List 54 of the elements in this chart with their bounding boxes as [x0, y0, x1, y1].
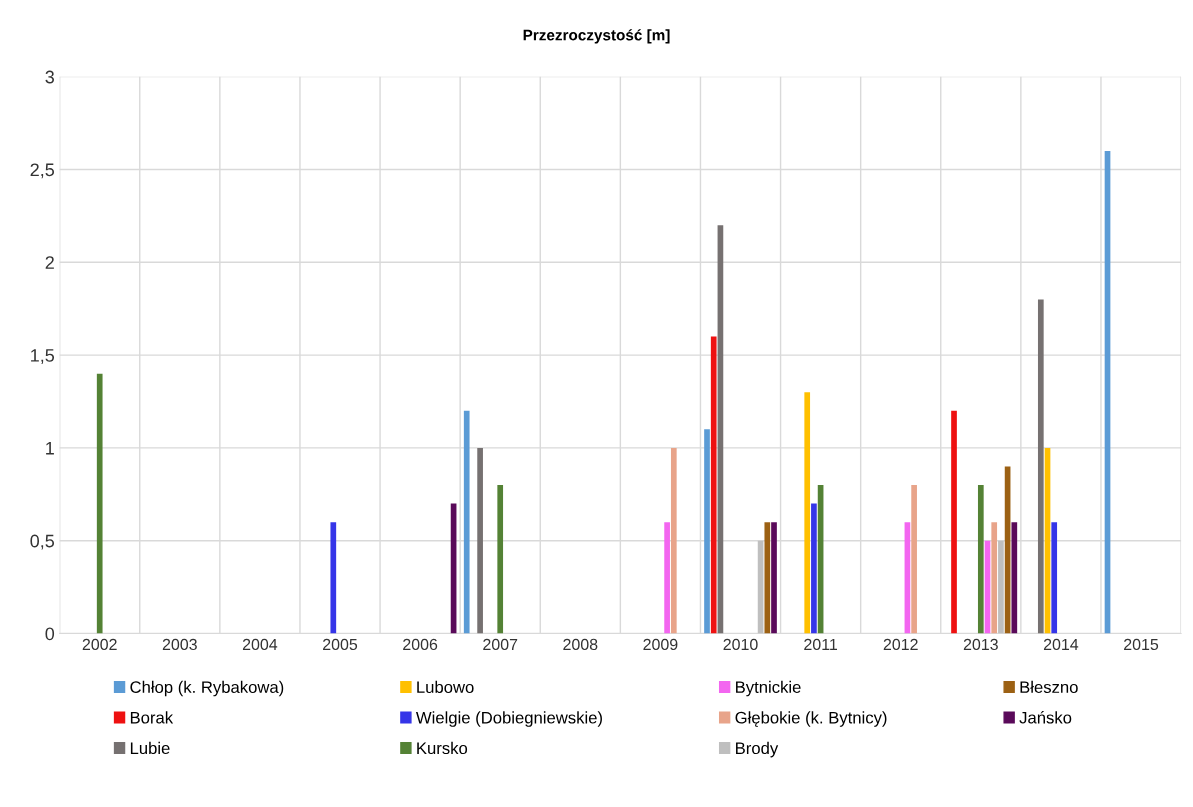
legend-label: Głębokie (k. Bytnicy) — [735, 711, 887, 727]
legend-label: Lubowo — [417, 680, 474, 694]
bar — [330, 522, 337, 634]
bar — [670, 447, 677, 634]
y-tick-label: 2 — [45, 256, 54, 269]
x-tick-label: 2014 — [1043, 638, 1079, 651]
x-tick-label: 2010 — [723, 638, 758, 651]
bar — [463, 410, 470, 634]
x-tick-label: 2003 — [162, 638, 197, 651]
y-tick-label: 0,5 — [30, 534, 55, 550]
chart-title: Przezroczystość [m] — [523, 29, 670, 44]
x-tick-label: 2013 — [963, 638, 998, 651]
bar — [771, 522, 777, 634]
bar — [811, 503, 817, 634]
x-tick-label: 2011 — [804, 638, 838, 651]
bar — [710, 336, 717, 634]
x-tick-label: 2012 — [883, 638, 918, 651]
legend-label: Błeszno — [1020, 680, 1078, 694]
legend-label: Bytnickie — [736, 680, 801, 697]
y-tick-label: 1 — [46, 442, 54, 455]
x-tick-label: 2008 — [563, 638, 598, 651]
legend-label: Jańsko — [1019, 711, 1072, 724]
legend-label: Chłop (k. Rybakowa) — [130, 680, 284, 697]
y-tick-label: 1,5 — [31, 349, 55, 364]
bar — [998, 540, 1004, 634]
x-tick-label: 2009 — [643, 638, 678, 651]
bar — [977, 485, 984, 634]
bar — [1011, 522, 1018, 634]
legend-label: Kursko — [417, 741, 468, 755]
x-tick-label: 2006 — [403, 638, 438, 651]
x-tick-label: 2004 — [242, 638, 278, 651]
bar — [497, 485, 504, 634]
bar — [991, 522, 998, 634]
x-tick-label: 2005 — [323, 638, 358, 651]
bar — [704, 429, 710, 634]
bar — [804, 392, 811, 634]
y-tick-label: 2,5 — [30, 163, 55, 179]
bar — [477, 447, 483, 634]
bar — [951, 410, 957, 634]
y-tick-label: 0 — [45, 627, 55, 641]
bar — [1051, 522, 1058, 634]
y-tick-label: 3 — [45, 70, 54, 84]
bar — [96, 373, 103, 634]
legend-label: Brody — [736, 741, 779, 758]
bar — [664, 522, 670, 634]
bar — [1037, 299, 1044, 634]
legend-label: Wielgie (Dobiegniewskie) — [415, 711, 602, 727]
legend-label: Lubie — [130, 741, 170, 755]
x-tick-label: 2002 — [82, 638, 117, 651]
bar — [764, 522, 771, 634]
x-tick-label: 2015 — [1124, 638, 1159, 651]
x-tick-label: 2007 — [483, 638, 518, 651]
legend-label: Borak — [130, 711, 174, 724]
bar — [911, 485, 917, 634]
